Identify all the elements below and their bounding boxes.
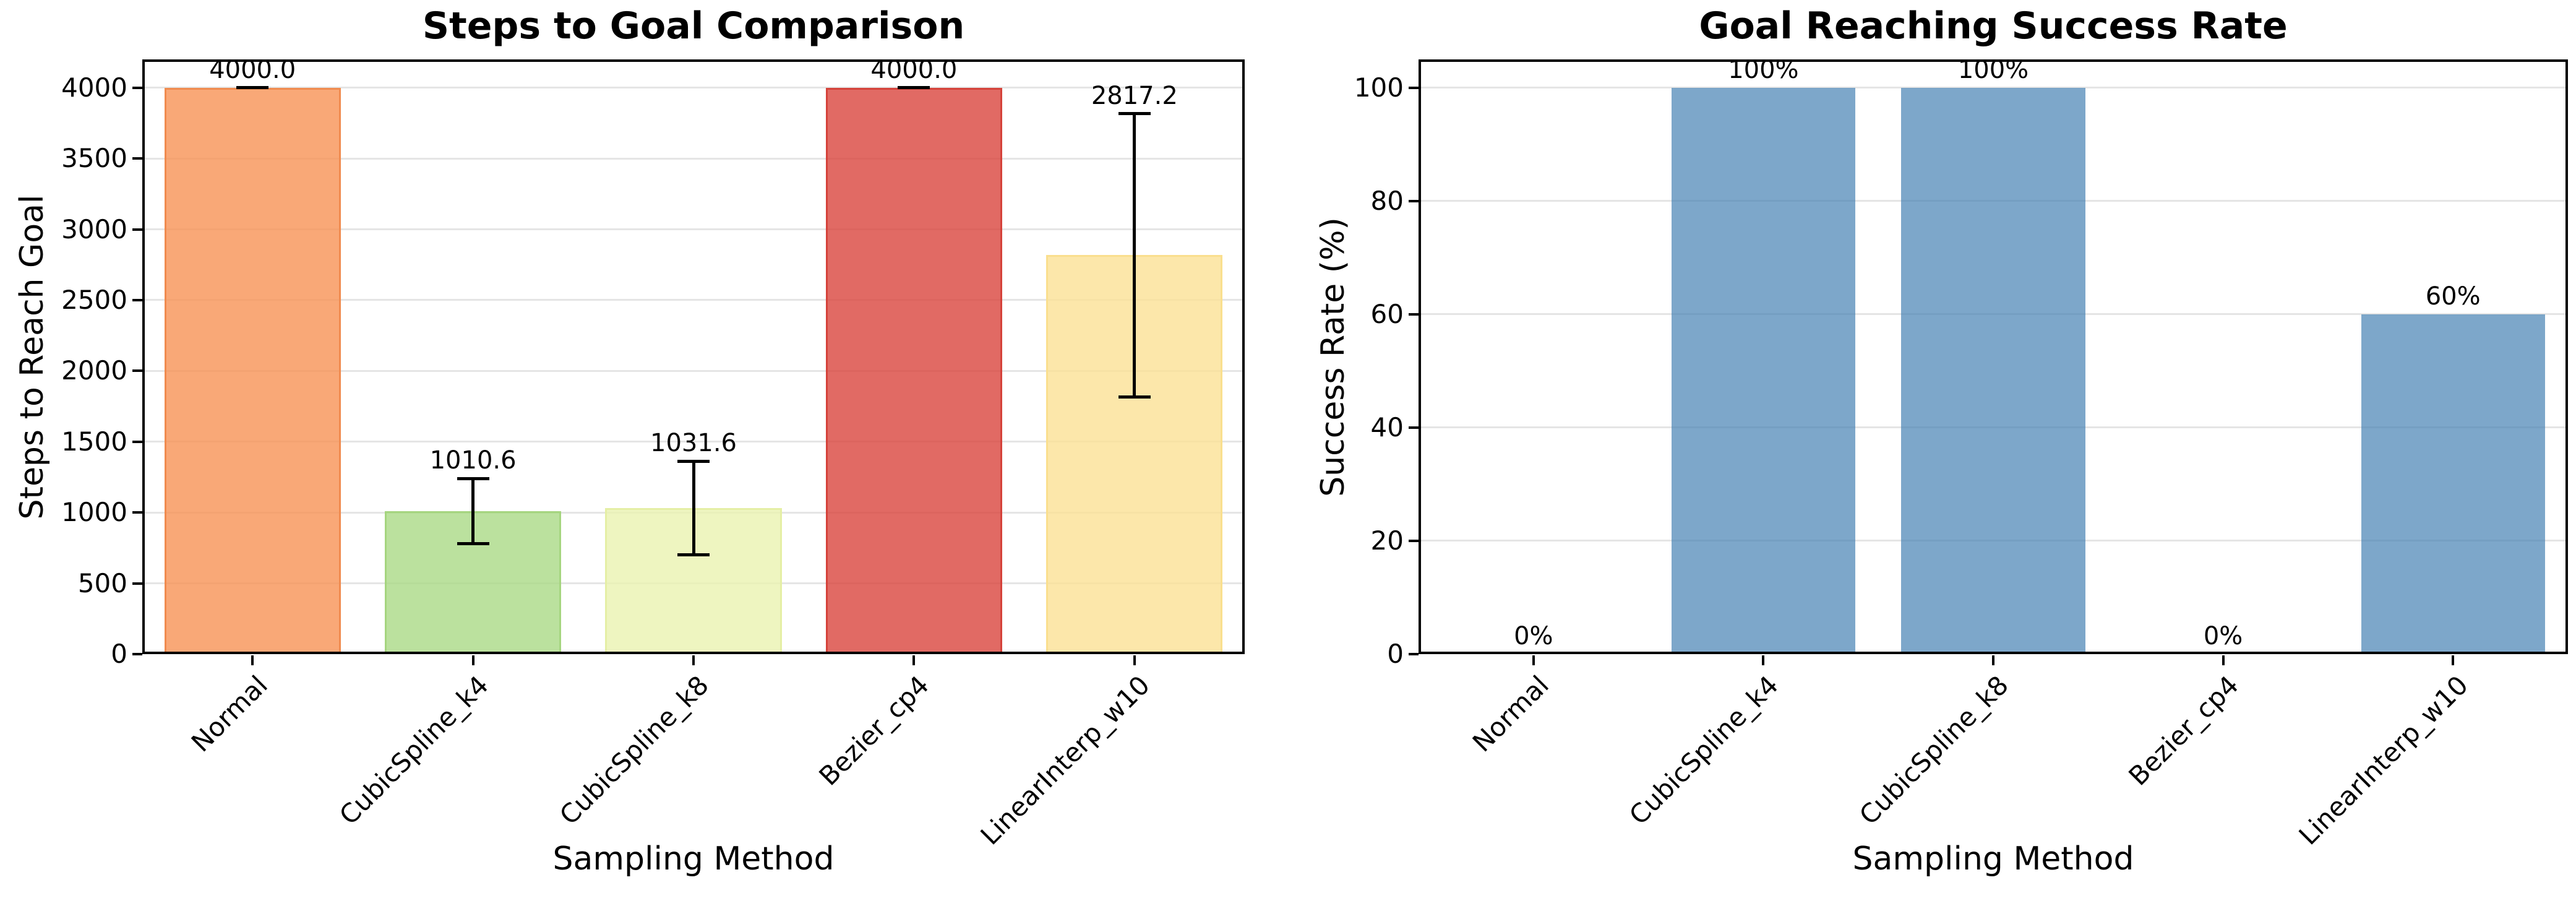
error-bar-cap-top-LinearInterp_w10 <box>1118 112 1151 116</box>
y-tick-label: 3500 <box>61 143 127 174</box>
y-tick-label: 1500 <box>61 426 127 457</box>
x-tick-mark <box>1532 655 1535 665</box>
y-tick-label: 4000 <box>61 72 127 103</box>
error-bar-line-CubicSpline_k4 <box>471 478 475 544</box>
chart-title-success: Goal Reaching Success Rate <box>1699 4 2288 48</box>
x-axis-label-success: Sampling Method <box>1852 840 2134 878</box>
y-tick-mark <box>132 298 142 301</box>
y-tick-label: 80 <box>1370 185 1404 216</box>
gridline-y1500 <box>142 441 1245 443</box>
bar-LinearInterp_w10 <box>2361 314 2545 654</box>
y-tick-mark <box>132 86 142 89</box>
y-tick-mark <box>132 228 142 231</box>
bar-Normal <box>164 87 341 654</box>
gridline-y3500 <box>142 157 1245 160</box>
bar-CubicSpline_k4 <box>1671 87 1856 654</box>
y-tick-mark <box>1409 86 1419 89</box>
y-tick-mark <box>132 582 142 585</box>
y-tick-mark <box>1409 199 1419 202</box>
error-bar-cap-top-Normal <box>236 86 269 90</box>
value-label-LinearInterp_w10: 2817.2 <box>1091 81 1178 110</box>
value-label-Bezier_cp4: 4000.0 <box>870 55 958 84</box>
value-label-Bezier_cp4: 0% <box>2203 622 2243 650</box>
y-tick-mark <box>1409 426 1419 429</box>
y-tick-label: 1000 <box>61 497 127 528</box>
x-tick-mark <box>1992 655 1994 665</box>
x-tick-mark <box>2222 655 2225 665</box>
y-tick-mark <box>132 440 142 443</box>
y-tick-mark <box>132 653 142 655</box>
x-tick-mark <box>251 655 254 665</box>
error-bar-cap-bottom-CubicSpline_k8 <box>677 553 710 556</box>
y-tick-label: 0 <box>1387 639 1404 669</box>
y-tick-label: 100 <box>1354 72 1404 103</box>
error-bar-cap-top-CubicSpline_k4 <box>457 477 489 480</box>
y-tick-label: 40 <box>1370 412 1404 442</box>
gridline-y2500 <box>142 299 1245 301</box>
bar-CubicSpline_k8 <box>1901 87 2085 654</box>
error-bar-cap-bottom-CubicSpline_k4 <box>457 541 489 545</box>
bar-Bezier_cp4 <box>825 87 1002 654</box>
error-bar-line-LinearInterp_w10 <box>1133 113 1136 397</box>
x-tick-mark <box>912 655 916 665</box>
y-tick-mark <box>1409 539 1419 542</box>
error-bar-cap-top-Bezier_cp4 <box>898 86 930 90</box>
value-label-CubicSpline_k4: 100% <box>1728 55 1799 84</box>
x-axis-label-steps: Sampling Method <box>552 840 835 878</box>
y-tick-label: 2500 <box>61 284 127 315</box>
x-tick-mark <box>2452 655 2455 665</box>
gridline-y3000 <box>142 228 1245 231</box>
y-tick-label: 20 <box>1370 525 1404 556</box>
y-axis-label-success: Success Rate (%) <box>1315 217 1352 497</box>
gridline-y2000 <box>142 369 1245 372</box>
x-tick-mark <box>692 655 695 665</box>
y-tick-mark <box>1409 653 1419 655</box>
value-label-CubicSpline_k8: 100% <box>1957 55 2029 84</box>
error-bar-cap-bottom-LinearInterp_w10 <box>1118 395 1151 399</box>
y-tick-label: 60 <box>1370 298 1404 329</box>
value-label-Normal: 0% <box>1514 622 1553 650</box>
value-label-LinearInterp_w10: 60% <box>2425 282 2481 311</box>
y-tick-mark <box>132 369 142 373</box>
y-tick-label: 0 <box>111 639 127 669</box>
y-tick-label: 2000 <box>61 355 127 386</box>
x-tick-mark <box>1133 655 1136 665</box>
chart-title-steps: Steps to Goal Comparison <box>422 4 965 48</box>
value-label-Normal: 4000.0 <box>209 55 296 84</box>
bar-LinearInterp_w10 <box>1046 255 1223 654</box>
error-bar-line-CubicSpline_k8 <box>692 461 695 555</box>
x-tick-label-Normal: Normal <box>1466 670 1555 758</box>
y-tick-mark <box>132 511 142 514</box>
x-tick-label-Normal: Normal <box>186 670 274 758</box>
x-tick-mark <box>1762 655 1765 665</box>
value-label-CubicSpline_k4: 1010.6 <box>429 446 517 475</box>
x-tick-mark <box>471 655 474 665</box>
y-tick-label: 3000 <box>61 214 127 244</box>
y-tick-label: 500 <box>77 567 127 598</box>
y-tick-mark <box>132 157 142 160</box>
y-tick-mark <box>1409 313 1419 316</box>
gridline-y4000 <box>142 87 1245 89</box>
value-label-CubicSpline_k8: 1031.6 <box>650 429 737 458</box>
bar-CubicSpline_k8 <box>605 507 782 654</box>
error-bar-cap-top-CubicSpline_k8 <box>677 459 710 463</box>
